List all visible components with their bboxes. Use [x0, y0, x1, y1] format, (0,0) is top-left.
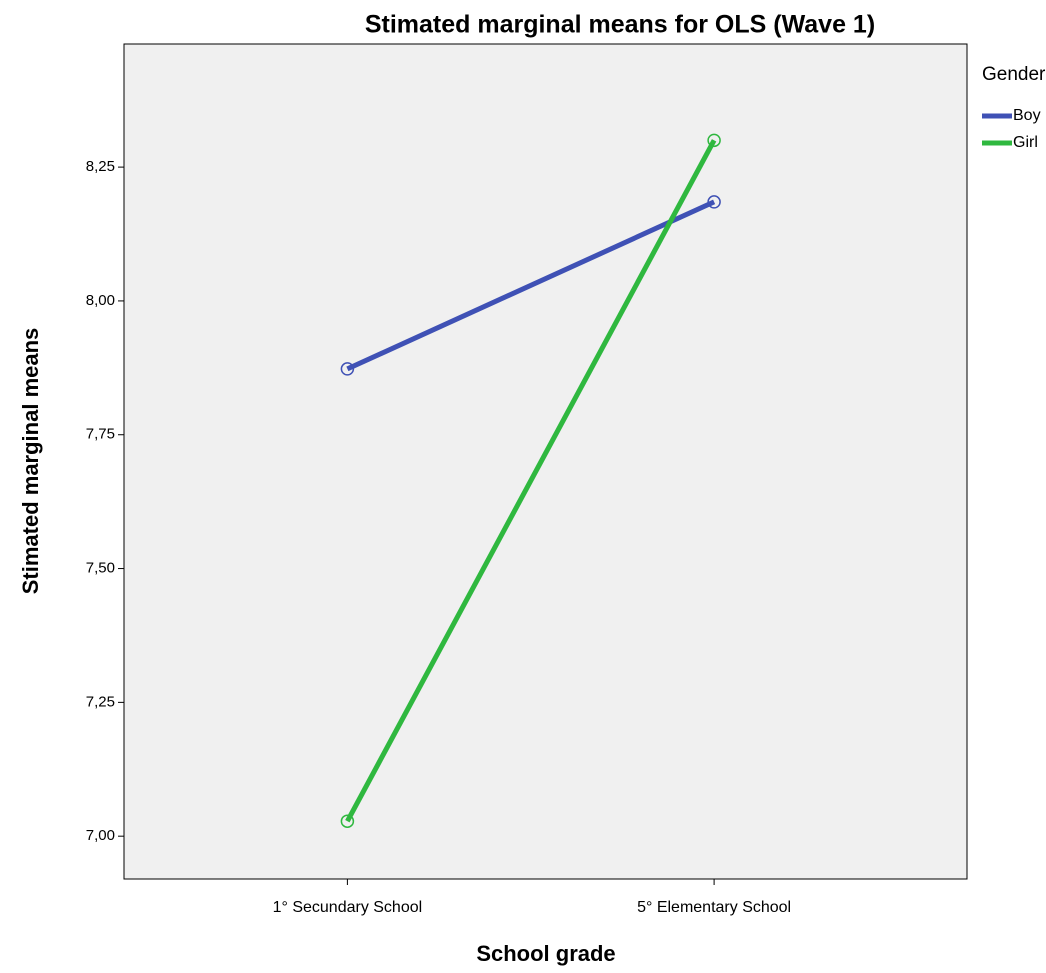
y-axis-label: Stimated marginal means	[18, 328, 43, 595]
x-tick-label: 1° Secundary School	[273, 899, 423, 916]
point-marker	[707, 133, 721, 148]
legend-label: Girl	[1013, 134, 1038, 151]
x-tick-label: 5° Elementary School	[637, 899, 791, 916]
y-tick-label: 7,75	[86, 426, 115, 443]
legend-title: Gender	[982, 64, 1046, 85]
series-line	[345, 139, 717, 823]
point-marker	[340, 814, 355, 828]
y-tick-label: 7,25	[86, 693, 115, 710]
y-tick-label: 8,25	[86, 158, 115, 175]
point-marker	[340, 362, 355, 376]
legend-label: Boy	[1013, 107, 1041, 124]
chart-title: Stimated marginal means for OLS (Wave 1)	[365, 11, 875, 39]
y-tick-label: 7,50	[86, 560, 115, 577]
series-line	[346, 199, 716, 372]
y-tick-label: 8,00	[86, 292, 115, 309]
x-axis-label: School grade	[476, 941, 615, 966]
y-tick-label: 7,00	[86, 827, 115, 844]
point-marker	[707, 195, 721, 209]
plot-area	[123, 43, 968, 880]
